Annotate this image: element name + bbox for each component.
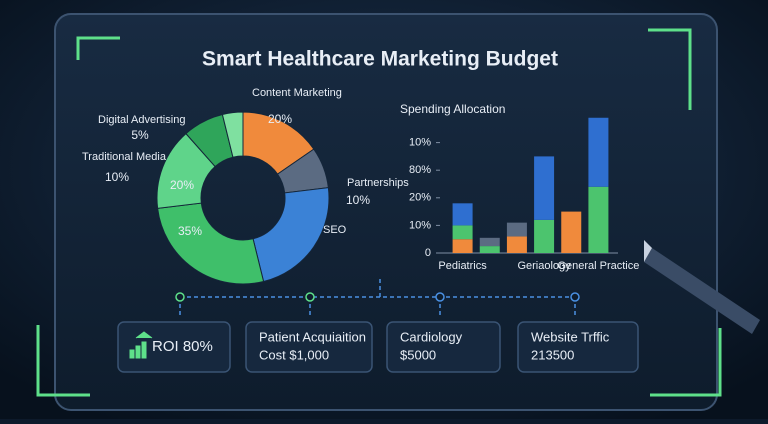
bar-title: Spending Allocation	[400, 102, 505, 116]
slice-name: Digital Advertising	[98, 114, 185, 126]
bar-segment	[452, 203, 473, 226]
kpi-text: $5000	[400, 347, 436, 362]
slice-name: SEO	[323, 224, 347, 236]
donut-slice	[221, 111, 244, 158]
kpi-text: Cost $1,000	[259, 347, 329, 362]
bar-segment	[534, 219, 555, 253]
slice-label: 5%	[131, 128, 149, 142]
kpi-text: Website Trffic	[531, 329, 610, 344]
kpi-text: ROI 80%	[152, 338, 213, 355]
bar-segment	[479, 246, 500, 253]
kpi-card	[386, 321, 501, 373]
slice-name: Partnerships	[347, 177, 409, 189]
bar-segment	[534, 156, 555, 220]
bar-segment	[506, 222, 527, 237]
corner-brackets	[36, 28, 722, 397]
x-tick-label: General Practice	[557, 260, 639, 272]
kpi-text: Cardiology	[400, 329, 463, 344]
y-tick-label: 80%	[409, 164, 431, 176]
pen	[644, 240, 760, 334]
kpi-card	[517, 321, 639, 373]
bar-segment	[506, 236, 527, 253]
donut-slice	[157, 202, 265, 285]
slice-label: 10%	[105, 170, 129, 184]
y-tick-label: 10%	[409, 219, 431, 231]
slice-label: 20%	[268, 112, 292, 126]
slice-label: 20%	[170, 178, 194, 192]
x-tick-label: Pediatrics	[438, 260, 487, 272]
slice-name: Traditional Media	[82, 151, 167, 163]
connectors	[179, 278, 576, 318]
connector-nodes	[175, 292, 580, 302]
title: Smart Healthcare Marketing Budget	[202, 48, 558, 71]
bar-segment	[561, 211, 582, 253]
kpi-card	[245, 321, 373, 373]
y-tick-label: 10%	[409, 137, 431, 149]
bar-segment	[588, 186, 609, 253]
bar-segment	[588, 117, 609, 187]
roi-icon	[129, 331, 153, 359]
y-tick-label: 0	[425, 247, 431, 259]
bar-segment	[452, 225, 473, 240]
donut-slice	[252, 187, 330, 283]
tablet	[54, 13, 718, 411]
bar-segment	[452, 239, 473, 253]
slice-name: Content Marketing	[252, 87, 342, 99]
kpi-text: Patient Acquiaition	[259, 329, 366, 344]
kpi-text: 213500	[531, 347, 574, 362]
y-tick-label: 20%	[409, 192, 431, 204]
slice-label: 35%	[178, 224, 202, 238]
bar-segment	[479, 237, 500, 247]
x-tick-label: Geriaology	[517, 260, 571, 272]
slice-label: 10%	[346, 193, 370, 207]
